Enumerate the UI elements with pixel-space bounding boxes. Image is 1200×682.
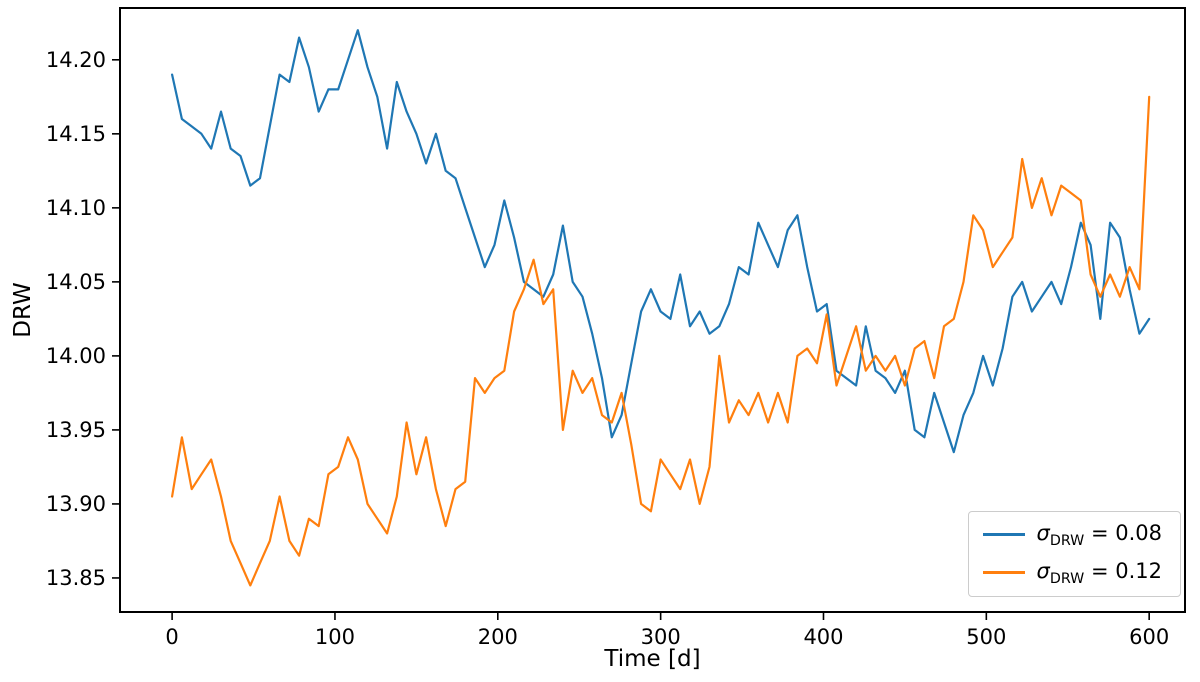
- y-tick-label: 14.05: [46, 270, 106, 294]
- sigma-subscript: DRW: [1049, 571, 1085, 587]
- x-tick-label: 400: [803, 625, 843, 649]
- y-tick-label: 14.20: [46, 48, 106, 72]
- sigma-subscript: DRW: [1049, 532, 1085, 549]
- series-line-1: [171, 95, 1151, 587]
- y-tick-label: 13.95: [46, 418, 106, 442]
- x-tick-label: 0: [165, 625, 178, 649]
- y-tick-label: 13.90: [46, 492, 106, 516]
- plot-border: [119, 7, 1186, 613]
- series-line-0: [171, 29, 1151, 454]
- x-axis-label: Time [d]: [604, 646, 701, 672]
- legend-label: σDRW = 0.12: [1037, 559, 1162, 587]
- legend-value: = 0.12: [1084, 558, 1162, 583]
- legend-line-swatch-orange: [982, 571, 1025, 575]
- x-tick-label: 500: [966, 625, 1006, 649]
- y-axis-label: DRW: [10, 282, 36, 338]
- x-tick-label: 600: [1129, 625, 1169, 649]
- legend-line-swatch-blue: [982, 533, 1025, 537]
- sigma-symbol: σ: [1036, 520, 1050, 545]
- y-tick-label: 14.10: [46, 196, 106, 220]
- y-tick-label: 14.00: [46, 344, 106, 368]
- legend-label: σDRW = 0.08: [1037, 521, 1162, 549]
- x-tick-label: 200: [478, 625, 518, 649]
- legend-entry: σDRW = 0.08: [982, 521, 1162, 549]
- legend: σDRW = 0.08 σDRW = 0.12: [967, 510, 1181, 597]
- sigma-symbol: σ: [1036, 558, 1050, 583]
- x-tick-label: 300: [641, 625, 681, 649]
- legend-entry: σDRW = 0.12: [982, 559, 1162, 587]
- y-tick-label: 14.15: [46, 122, 106, 146]
- x-tick-label: 100: [315, 625, 355, 649]
- y-tick-label: 13.85: [46, 566, 106, 590]
- legend-value: = 0.08: [1084, 520, 1162, 545]
